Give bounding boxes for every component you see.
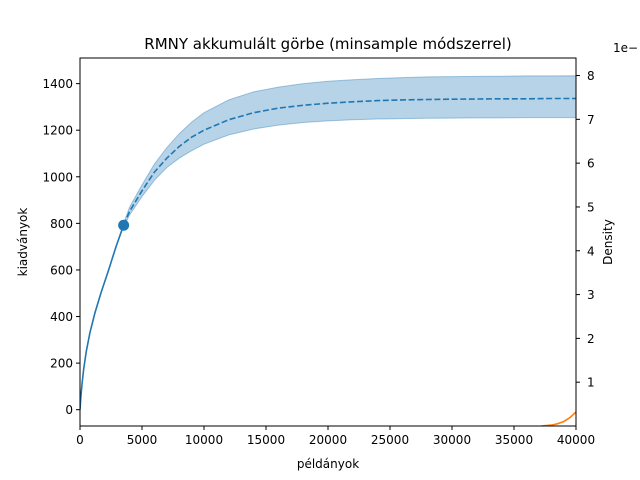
x-tick-label: 5000 (127, 433, 158, 447)
y-tick-label: 800 (50, 217, 73, 231)
density-line (541, 411, 576, 426)
x-tick-label: 35000 (495, 433, 533, 447)
y-tick-label: 1200 (42, 124, 73, 138)
chart-title: RMNY akkumulált görbe (minsample módszer… (144, 35, 511, 53)
y-tick-label: 1000 (42, 170, 73, 184)
plot-area (80, 75, 576, 426)
y2-tick-label: 3 (587, 288, 595, 302)
y-axis-label: kiadványok (16, 208, 30, 277)
y2-tick-label: 5 (587, 200, 595, 214)
x-axis-label: példányok (297, 457, 359, 471)
x-axis-ticks: 0 5000 10000 15000 20000 25000 30000 35000 40000 (76, 426, 595, 447)
confidence-band (123, 75, 576, 228)
x-tick-label: 0 (76, 433, 84, 447)
y2-axis-ticks: 1 2 3 4 5 6 7 8 (576, 69, 595, 390)
y2-offset-text: 1e− (613, 41, 638, 55)
interpolation-line (80, 224, 125, 410)
y-tick-label: 1400 (42, 77, 73, 91)
observed-point (118, 219, 130, 231)
y2-tick-label: 4 (587, 244, 595, 258)
y-tick-label: 400 (50, 310, 73, 324)
y-tick-label: 600 (50, 263, 73, 277)
x-tick-label: 20000 (309, 433, 347, 447)
plot-marks (80, 75, 576, 426)
y-tick-label: 0 (65, 403, 73, 417)
y2-tick-label: 7 (587, 113, 595, 127)
y2-tick-label: 6 (587, 157, 595, 171)
y-axis-ticks: 0 200 400 600 800 1000 1200 1400 (42, 77, 80, 417)
extrapolation-line (122, 97, 576, 226)
y2-tick-label: 8 (587, 69, 595, 83)
y-tick-label: 200 (50, 357, 73, 371)
y2-tick-label: 1 (587, 376, 595, 390)
x-tick-label: 40000 (557, 433, 595, 447)
x-tick-label: 15000 (247, 433, 285, 447)
x-tick-label: 30000 (433, 433, 471, 447)
y2-tick-label: 2 (587, 332, 595, 346)
x-tick-label: 25000 (371, 433, 409, 447)
y2-axis-label: Density (601, 219, 615, 265)
x-tick-label: 10000 (185, 433, 223, 447)
